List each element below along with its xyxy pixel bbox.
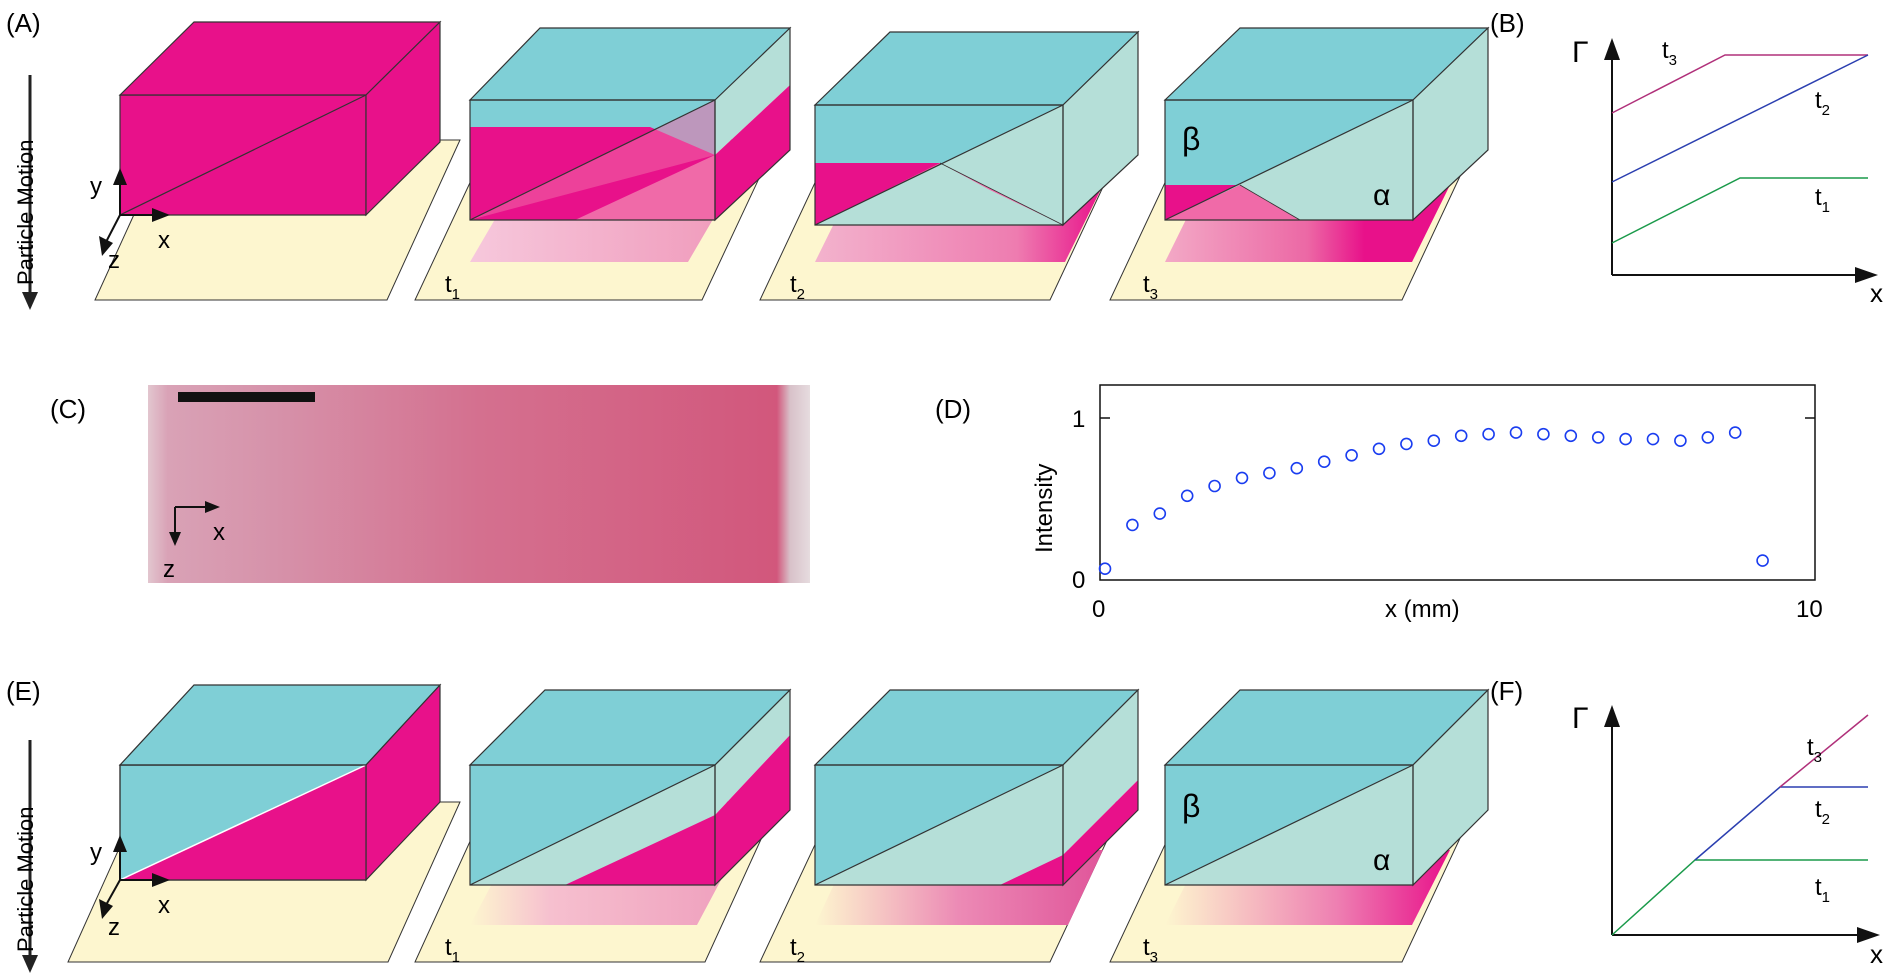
chart-d-point-5 (1235, 471, 1249, 485)
chart-d-point-13 (1454, 429, 1468, 443)
box-a1 (414, 26, 792, 301)
particle-motion-label-bottom: Particle Motion (13, 806, 38, 952)
graph-b-t2: t2 (1815, 87, 1830, 119)
chart-d-point-22 (1701, 431, 1715, 444)
graph-f-t2: t2 (1815, 796, 1830, 828)
axis-label-z-bottom: z (108, 914, 120, 941)
chart-d-ytick-1: 1 (1072, 406, 1085, 433)
time-label-a1: t1 (445, 271, 460, 303)
graph-b-x: x (1870, 278, 1883, 308)
box-a0 (94, 20, 461, 301)
time-label-e2: t2 (790, 934, 805, 966)
line-b-t2 (1611, 54, 1869, 183)
graph-f-gamma: Γ (1572, 702, 1589, 735)
chart-d-point-10 (1372, 442, 1386, 456)
phase-label-beta-bottom: β (1182, 788, 1200, 824)
photo-axis-x: x (213, 519, 225, 546)
chart-d-point-8 (1317, 455, 1331, 469)
graph-b-gamma: Γ (1572, 36, 1589, 69)
axis-label-x-bottom: x (158, 892, 170, 919)
axes-triad-top: y x z (90, 168, 170, 274)
axis-label-y-top: y (90, 173, 102, 200)
graph-f-t1: t1 (1815, 874, 1830, 906)
chart-d-point-3 (1180, 489, 1194, 503)
axis-label-x-top: x (158, 227, 170, 254)
chart-d-point-21 (1674, 434, 1687, 448)
graph-f-x: x (1870, 939, 1883, 969)
time-label-a3: t3 (1143, 271, 1158, 303)
chart-d-xtick-0: 0 (1092, 596, 1105, 623)
chart-d-point-17 (1564, 429, 1578, 443)
box-e0 (67, 683, 461, 963)
chart-d-point-24 (1756, 554, 1769, 567)
chart-d-point-18 (1591, 431, 1605, 444)
graph-f (1604, 705, 1880, 943)
axis-label-z-top: z (108, 247, 120, 274)
phase-label-alpha-bottom: α (1373, 844, 1390, 877)
axes-triad-bottom: y x z (90, 835, 170, 941)
box-e3 (1109, 688, 1490, 963)
chart-d-frame (1099, 384, 1816, 581)
chart-d-xlabel: x (mm) (1385, 596, 1460, 623)
panel-label-d: (D) (935, 394, 971, 424)
panel-label-f: (F) (1490, 676, 1523, 706)
phase-label-beta-top: β (1182, 121, 1200, 157)
particle-motion-bottom: Particle Motion (13, 740, 38, 973)
chart-d-point-4 (1208, 479, 1221, 493)
panel-label-b: (B) (1490, 8, 1525, 38)
photo-axis-z: z (163, 556, 175, 583)
panel-label-e: (E) (6, 676, 41, 706)
chart-d: Intensity x (mm) 0 10 0 1 (1031, 384, 1823, 623)
box-e2 (759, 688, 1140, 963)
chart-d-ylabel: Intensity (1031, 464, 1058, 553)
chart-d-point-6 (1263, 466, 1276, 480)
chart-d-point-20 (1646, 432, 1660, 446)
line-b-t3 (1611, 54, 1868, 114)
graph-f-t3: t3 (1807, 734, 1822, 766)
box-a3 (1109, 26, 1490, 301)
axis-label-y-bottom: y (90, 839, 102, 866)
line-f-t3 (1779, 714, 1869, 788)
chart-d-point-16 (1537, 427, 1550, 441)
chart-d-point-2 (1153, 507, 1167, 520)
particle-motion-label-top: Particle Motion (13, 139, 38, 285)
chart-d-ytick-0: 0 (1072, 567, 1085, 594)
chart-d-point-12 (1427, 434, 1441, 448)
chart-d-point-14 (1482, 427, 1495, 441)
line-b-t1 (1611, 177, 1868, 244)
chart-d-xtick-1: 10 (1796, 596, 1823, 623)
graph-b-t1: t1 (1815, 184, 1830, 216)
time-label-a2: t2 (790, 271, 805, 303)
phase-label-alpha-top: α (1373, 179, 1390, 212)
chart-d-point-19 (1619, 432, 1632, 446)
panel-label-c: (C) (50, 394, 86, 424)
box-e1 (414, 688, 792, 963)
chart-d-point-1 (1126, 518, 1139, 532)
photo-c: x z (148, 385, 810, 583)
time-label-e1: t1 (445, 934, 460, 966)
line-f-t2 (1694, 786, 1868, 861)
box-a2 (759, 30, 1140, 301)
panel-label-a: (A) (6, 8, 41, 38)
chart-d-point-23 (1728, 426, 1742, 439)
particle-motion-top: Particle Motion (13, 75, 38, 310)
chart-d-point-15 (1509, 426, 1523, 439)
graph-b (1604, 38, 1878, 283)
chart-d-point-7 (1290, 461, 1304, 475)
graph-b-t3: t3 (1662, 37, 1677, 69)
chart-d-point-11 (1400, 437, 1413, 451)
chart-d-point-9 (1345, 448, 1358, 462)
chart-d-point-0 (1098, 562, 1112, 576)
scale-bar (178, 392, 315, 402)
time-label-e3: t3 (1143, 934, 1158, 966)
